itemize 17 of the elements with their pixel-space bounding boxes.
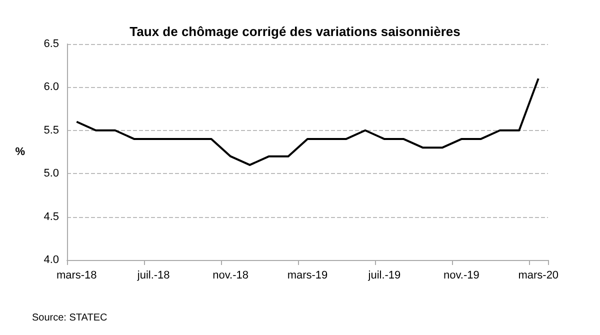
source-note: Source: STATEC <box>32 312 108 324</box>
y-tick-label: 6.0 <box>44 81 59 94</box>
x-tick-label: juil.-18 <box>136 270 170 282</box>
y-axis-title: % <box>15 146 26 158</box>
y-tick-label: 5.0 <box>44 168 59 180</box>
x-tick-label: nov.-18 <box>212 270 248 282</box>
x-tick-label: nov.-19 <box>443 270 480 282</box>
y-tick-label: 4.5 <box>44 210 59 223</box>
line-series <box>76 78 540 166</box>
y-tick-label: 6.5 <box>44 38 59 50</box>
chart-title: Taux de chômage corrigé des variations saisonnières <box>130 24 460 39</box>
x-tick-label: juil.-19 <box>367 270 401 282</box>
y-tick-label: 5.5 <box>44 124 59 136</box>
x-tick-label: mars-18 <box>56 270 97 282</box>
y-tick-label: 4.0 <box>44 254 59 266</box>
x-tick-label: mars-20 <box>518 270 559 282</box>
x-tick-label: mars-19 <box>287 270 328 282</box>
